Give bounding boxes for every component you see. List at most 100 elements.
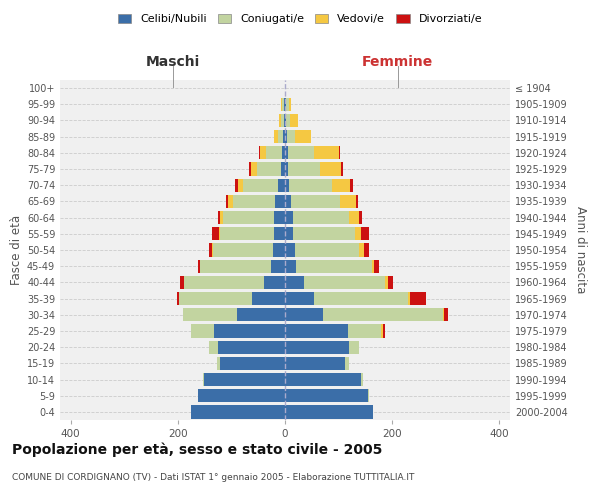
Bar (285, 211, 349, 224)
Bar (285, 130, 295, 143)
Bar (283, 146, 285, 160)
Bar (285, 373, 362, 386)
Bar (285, 162, 320, 175)
Bar (285, 292, 314, 305)
Bar (209, 340, 285, 354)
Bar (274, 130, 285, 143)
Bar (266, 146, 285, 160)
Bar (285, 260, 372, 273)
Bar (248, 162, 285, 175)
Bar (285, 340, 359, 354)
Bar (285, 340, 359, 354)
Bar (285, 114, 298, 127)
Bar (263, 276, 285, 289)
Bar (285, 130, 311, 143)
Bar (285, 146, 314, 160)
Bar (218, 211, 285, 224)
Text: Femmine: Femmine (362, 54, 433, 68)
Bar (285, 162, 343, 175)
Bar (285, 308, 443, 322)
Bar (278, 130, 285, 143)
Bar (285, 276, 393, 289)
Bar (285, 324, 382, 338)
Bar (272, 244, 285, 256)
Bar (285, 276, 385, 289)
Bar (209, 340, 285, 354)
Bar (184, 276, 285, 289)
Bar (179, 292, 285, 305)
Bar (285, 356, 349, 370)
Bar (191, 324, 285, 338)
Bar (278, 114, 285, 127)
Bar (191, 406, 285, 418)
Bar (285, 389, 368, 402)
Bar (285, 98, 286, 111)
Bar (285, 130, 287, 143)
Bar (212, 244, 285, 256)
Bar (191, 406, 285, 418)
Bar (226, 195, 285, 208)
Bar (237, 308, 285, 322)
Bar (275, 195, 285, 208)
Bar (285, 98, 292, 111)
Bar (251, 162, 285, 175)
Bar (180, 276, 285, 289)
Bar (285, 373, 361, 386)
Bar (285, 114, 286, 127)
Bar (274, 211, 285, 224)
Bar (283, 130, 285, 143)
Bar (285, 146, 287, 160)
Bar (285, 211, 293, 224)
Bar (271, 260, 285, 273)
Bar (259, 146, 285, 160)
Bar (285, 178, 289, 192)
Bar (285, 178, 350, 192)
Bar (200, 260, 285, 273)
Bar (285, 195, 292, 208)
Bar (285, 244, 359, 256)
Bar (285, 292, 426, 305)
Bar (285, 292, 408, 305)
Bar (285, 324, 383, 338)
Bar (285, 178, 332, 192)
Bar (285, 308, 323, 322)
Bar (285, 178, 353, 192)
Bar (285, 406, 373, 418)
Bar (281, 98, 285, 111)
Bar (285, 406, 373, 418)
Bar (285, 260, 379, 273)
Bar (283, 98, 285, 111)
Bar (285, 389, 369, 402)
Bar (238, 178, 285, 192)
Bar (212, 244, 285, 256)
Bar (285, 195, 340, 208)
Text: COMUNE DI CORDIGNANO (TV) - Dati ISTAT 1° gennaio 2005 - Elaborazione TUTTITALIA: COMUNE DI CORDIGNANO (TV) - Dati ISTAT 1… (12, 472, 415, 482)
Bar (284, 98, 285, 111)
Bar (285, 324, 385, 338)
Bar (220, 227, 285, 240)
Bar (212, 227, 285, 240)
Bar (285, 244, 368, 256)
Bar (274, 227, 285, 240)
Bar (285, 114, 298, 127)
Bar (198, 389, 285, 402)
Bar (260, 146, 285, 160)
Bar (183, 308, 285, 322)
Bar (214, 324, 285, 338)
Bar (285, 211, 362, 224)
Bar (177, 292, 285, 305)
Bar (285, 308, 448, 322)
Bar (191, 324, 285, 338)
Legend: Celibi/Nubili, Coniugati/e, Vedovi/e, Divorziati/e: Celibi/Nubili, Coniugati/e, Vedovi/e, Di… (115, 10, 485, 28)
Bar (198, 389, 285, 402)
Bar (285, 114, 290, 127)
Bar (217, 356, 285, 370)
Bar (203, 373, 285, 386)
Bar (218, 340, 285, 354)
Bar (220, 211, 285, 224)
Bar (200, 260, 285, 273)
Bar (198, 389, 285, 402)
Bar (257, 162, 285, 175)
Bar (191, 324, 285, 338)
Bar (285, 227, 369, 240)
